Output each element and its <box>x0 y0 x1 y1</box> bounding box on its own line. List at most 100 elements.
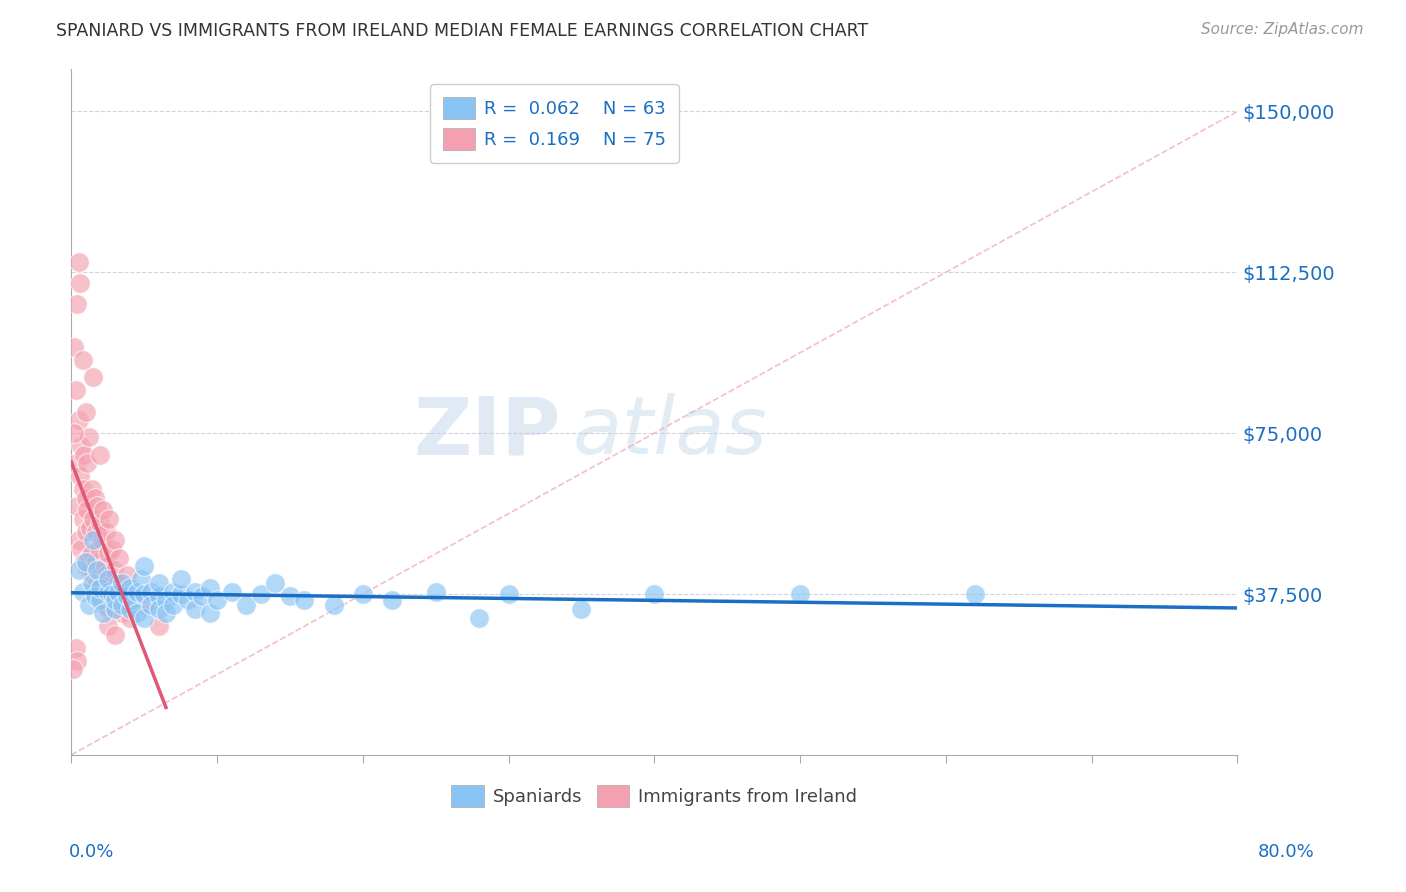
Point <box>87 541 110 556</box>
Point <box>352 587 374 601</box>
Point <box>79 564 101 578</box>
Point <box>107 576 129 591</box>
Point <box>205 593 228 607</box>
Point <box>72 585 94 599</box>
Point <box>76 503 98 517</box>
Point <box>107 585 129 599</box>
Point <box>104 628 127 642</box>
Point <box>249 587 271 601</box>
Point <box>468 610 491 624</box>
Point <box>141 585 163 599</box>
Point <box>121 593 143 607</box>
Point <box>125 587 148 601</box>
Point <box>80 546 103 560</box>
Point <box>70 541 93 556</box>
Point <box>97 602 120 616</box>
Point <box>104 602 127 616</box>
Point <box>177 593 200 607</box>
Point <box>498 587 520 601</box>
Point <box>155 593 177 607</box>
Point <box>118 610 141 624</box>
Point <box>96 524 118 539</box>
Point <box>191 589 214 603</box>
Point <box>89 587 111 601</box>
Text: ZIP: ZIP <box>413 393 561 471</box>
Point <box>72 482 94 496</box>
Point <box>100 587 122 601</box>
Point <box>91 587 114 601</box>
Point <box>789 587 811 601</box>
Point <box>86 499 108 513</box>
Point <box>643 587 665 601</box>
Point <box>569 602 592 616</box>
Point <box>97 619 120 633</box>
Point <box>67 564 90 578</box>
Point <box>134 598 156 612</box>
Point <box>111 607 134 621</box>
Point <box>83 491 105 505</box>
Point <box>70 439 93 453</box>
Point <box>79 520 101 534</box>
Point <box>66 297 89 311</box>
Point <box>77 430 100 444</box>
Point <box>101 587 124 601</box>
Point <box>101 541 124 556</box>
Point <box>235 598 257 612</box>
Text: Source: ZipAtlas.com: Source: ZipAtlas.com <box>1201 22 1364 37</box>
Point <box>221 585 243 599</box>
Point <box>104 589 127 603</box>
Point <box>184 602 207 616</box>
Point <box>198 607 221 621</box>
Point <box>69 276 91 290</box>
Point <box>77 598 100 612</box>
Point <box>86 564 108 578</box>
Point <box>73 555 96 569</box>
Point <box>129 572 152 586</box>
Point <box>75 559 97 574</box>
Point <box>65 384 87 398</box>
Point <box>97 585 120 599</box>
Point <box>94 559 117 574</box>
Point <box>63 340 86 354</box>
Point <box>67 533 90 548</box>
Point <box>134 559 156 574</box>
Point <box>91 607 114 621</box>
Point <box>162 598 184 612</box>
Point <box>80 576 103 591</box>
Point <box>118 602 141 616</box>
Point <box>75 555 97 569</box>
Point <box>89 593 111 607</box>
Point <box>97 546 120 560</box>
Point <box>264 576 287 591</box>
Point <box>134 587 156 601</box>
Point <box>125 585 148 599</box>
Point <box>67 254 90 268</box>
Text: SPANIARD VS IMMIGRANTS FROM IRELAND MEDIAN FEMALE EARNINGS CORRELATION CHART: SPANIARD VS IMMIGRANTS FROM IRELAND MEDI… <box>56 22 869 40</box>
Point <box>94 598 117 612</box>
Point <box>66 499 89 513</box>
Point <box>162 585 184 599</box>
Point <box>82 512 104 526</box>
Point <box>91 503 114 517</box>
Point <box>65 640 87 655</box>
Point <box>73 448 96 462</box>
Point <box>80 482 103 496</box>
Point <box>98 512 121 526</box>
Text: atlas: atlas <box>572 393 768 471</box>
Point <box>963 587 986 601</box>
Point <box>198 581 221 595</box>
Legend: Spaniards, Immigrants from Ireland: Spaniards, Immigrants from Ireland <box>444 778 865 814</box>
Point <box>63 426 86 441</box>
Point <box>83 589 105 603</box>
Point <box>104 533 127 548</box>
Point <box>75 524 97 539</box>
Point <box>141 598 163 612</box>
Point <box>84 555 107 569</box>
Point <box>66 654 89 668</box>
Point <box>104 602 127 616</box>
Point <box>155 607 177 621</box>
Point <box>86 576 108 591</box>
Point <box>278 589 301 603</box>
Point <box>184 585 207 599</box>
Point <box>322 598 344 612</box>
